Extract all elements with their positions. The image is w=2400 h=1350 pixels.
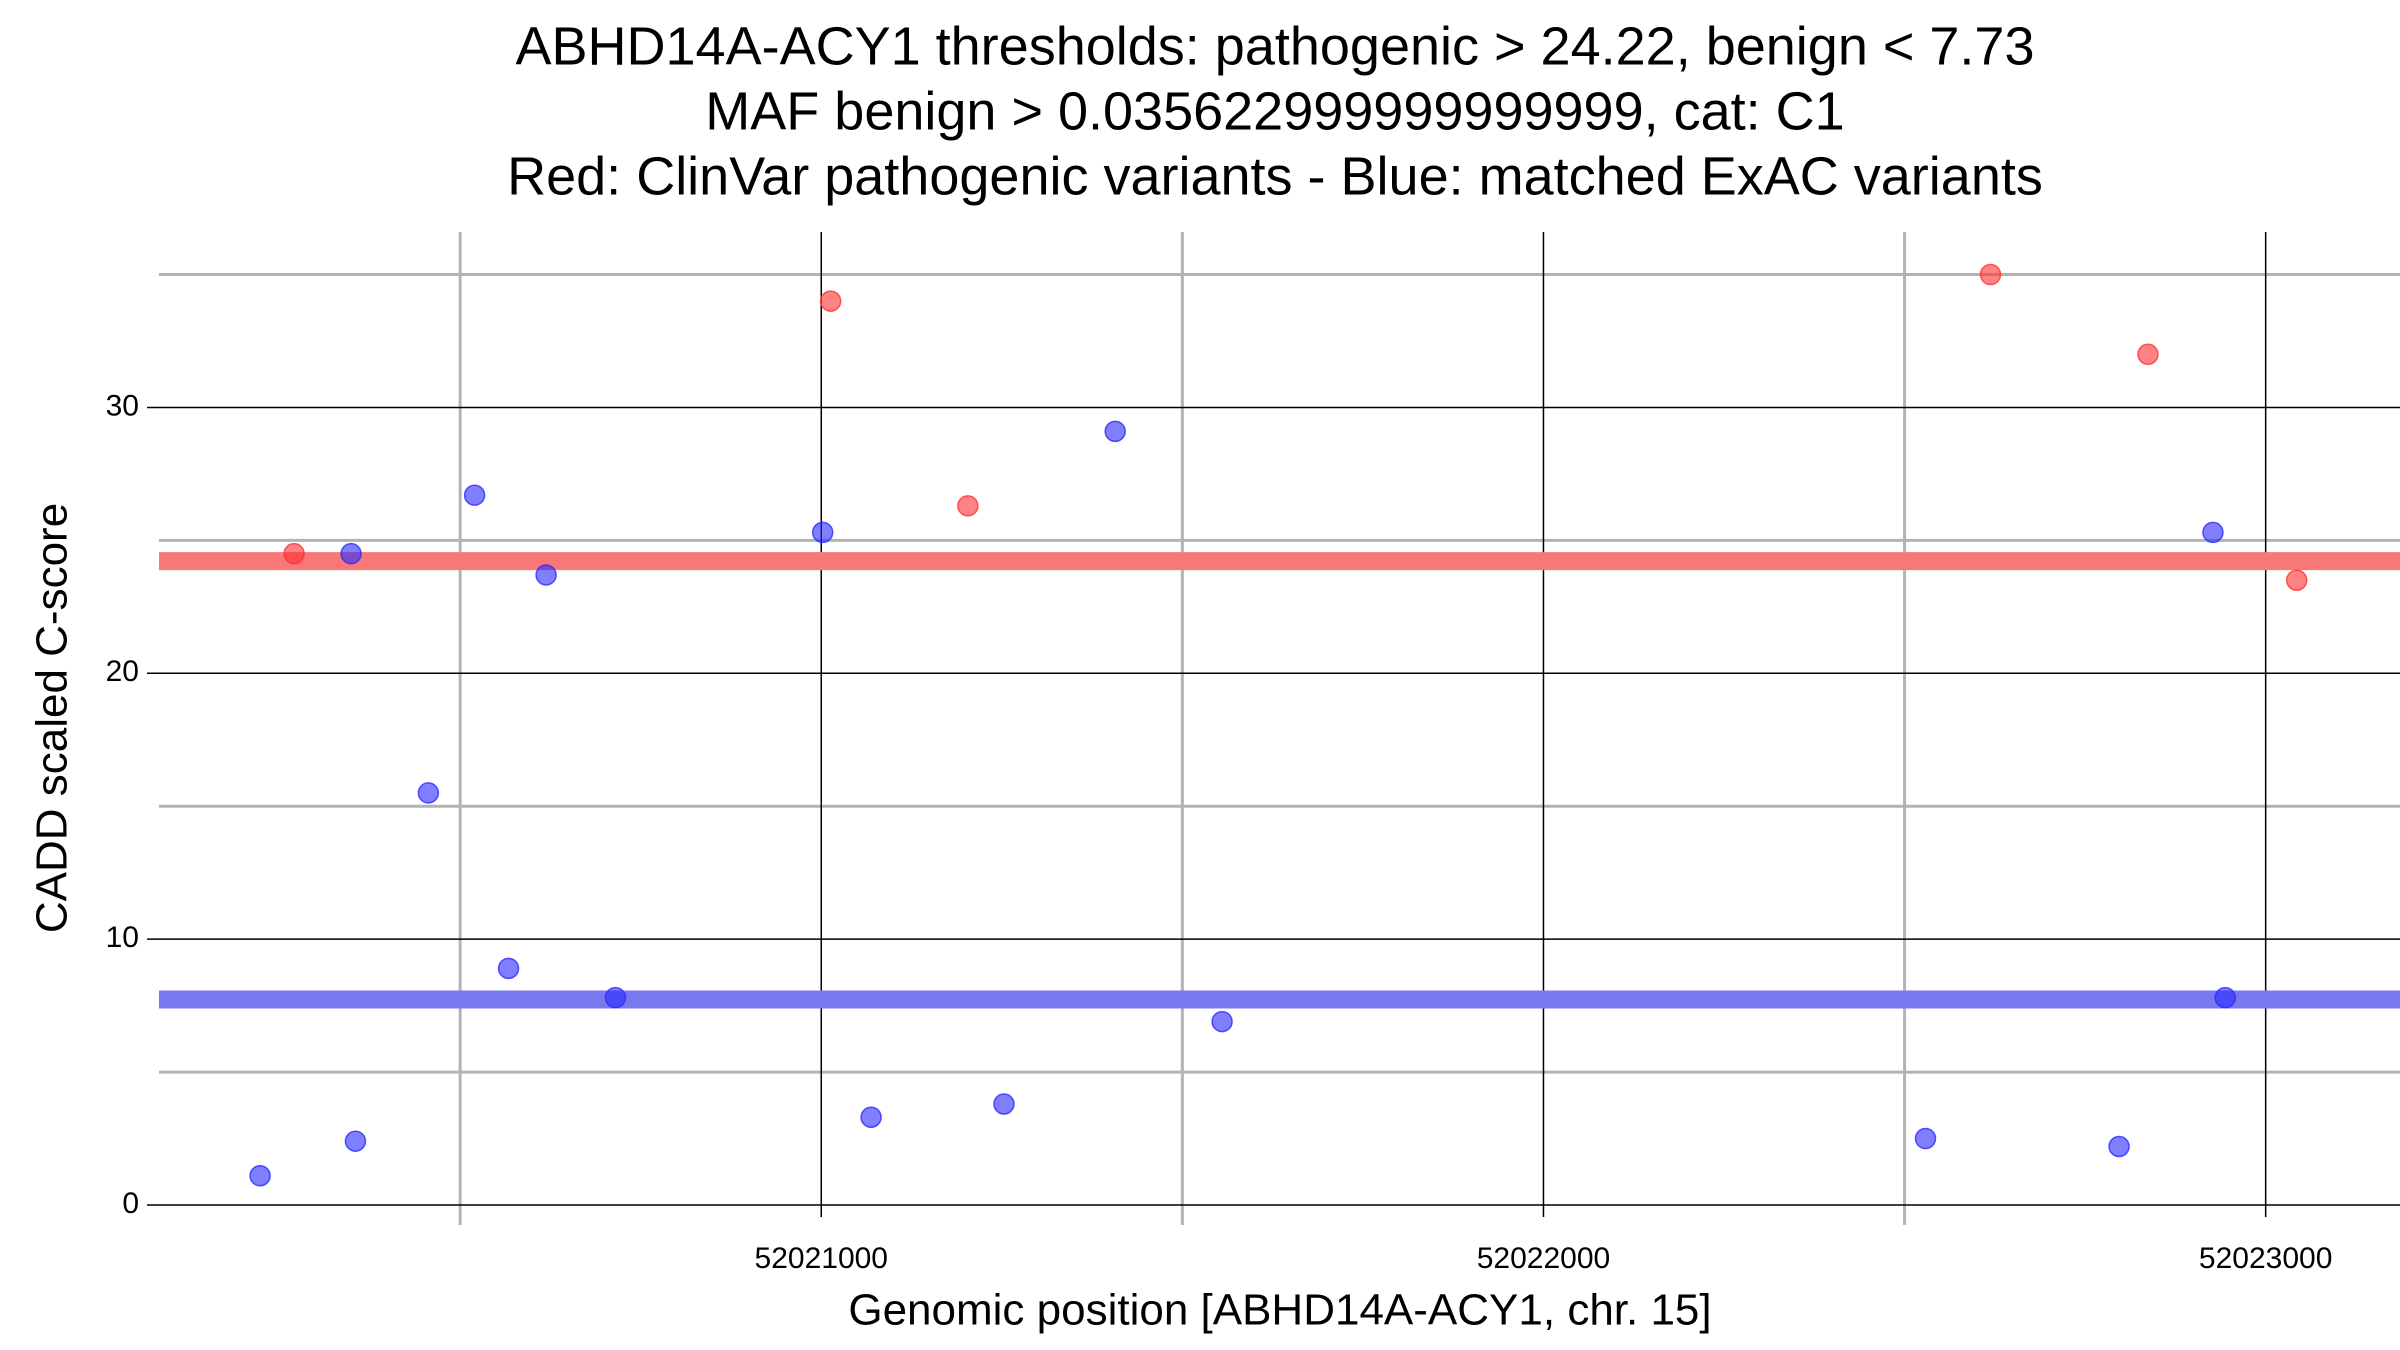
chart-title: Red: ClinVar pathogenic variants - Blue:… [507, 146, 2043, 206]
y-axis-label: CADD scaled C-score [28, 503, 77, 933]
point [417, 782, 440, 804]
point [497, 957, 520, 980]
point [2214, 986, 2236, 1009]
point [1104, 420, 1126, 443]
point [283, 542, 305, 565]
x-tick-label: 52023000 [2199, 1242, 2332, 1275]
y-tick-label: 30 [106, 389, 139, 422]
point [1211, 1010, 1233, 1033]
point [1914, 1127, 1937, 1150]
point [860, 1106, 882, 1129]
point [249, 1165, 271, 1187]
point [819, 290, 842, 312]
chart-title: MAF benign > 0.035622999999999999, cat: … [705, 81, 1844, 141]
point [2285, 569, 2308, 592]
point [2137, 343, 2159, 366]
point [344, 1130, 367, 1152]
x-tick-label: 52021000 [755, 1242, 888, 1275]
point [2108, 1135, 2130, 1158]
point [993, 1093, 1015, 1115]
x-tick-label: 52022000 [1477, 1242, 1610, 1275]
point [1979, 263, 2002, 286]
point [340, 542, 362, 565]
y-tick-label: 0 [122, 1187, 139, 1220]
y-tick-label: 20 [106, 655, 139, 688]
y-tick-label: 10 [106, 921, 139, 954]
chart-title: ABHD14A-ACY1 thresholds: pathogenic > 24… [515, 16, 2034, 76]
point [2202, 521, 2224, 544]
point [957, 495, 979, 517]
point [811, 521, 834, 544]
point [535, 564, 557, 586]
x-axis-label: Genomic position [ABHD14A-ACY1, chr. 15] [848, 1286, 1711, 1335]
point [604, 986, 627, 1009]
point [463, 484, 486, 506]
